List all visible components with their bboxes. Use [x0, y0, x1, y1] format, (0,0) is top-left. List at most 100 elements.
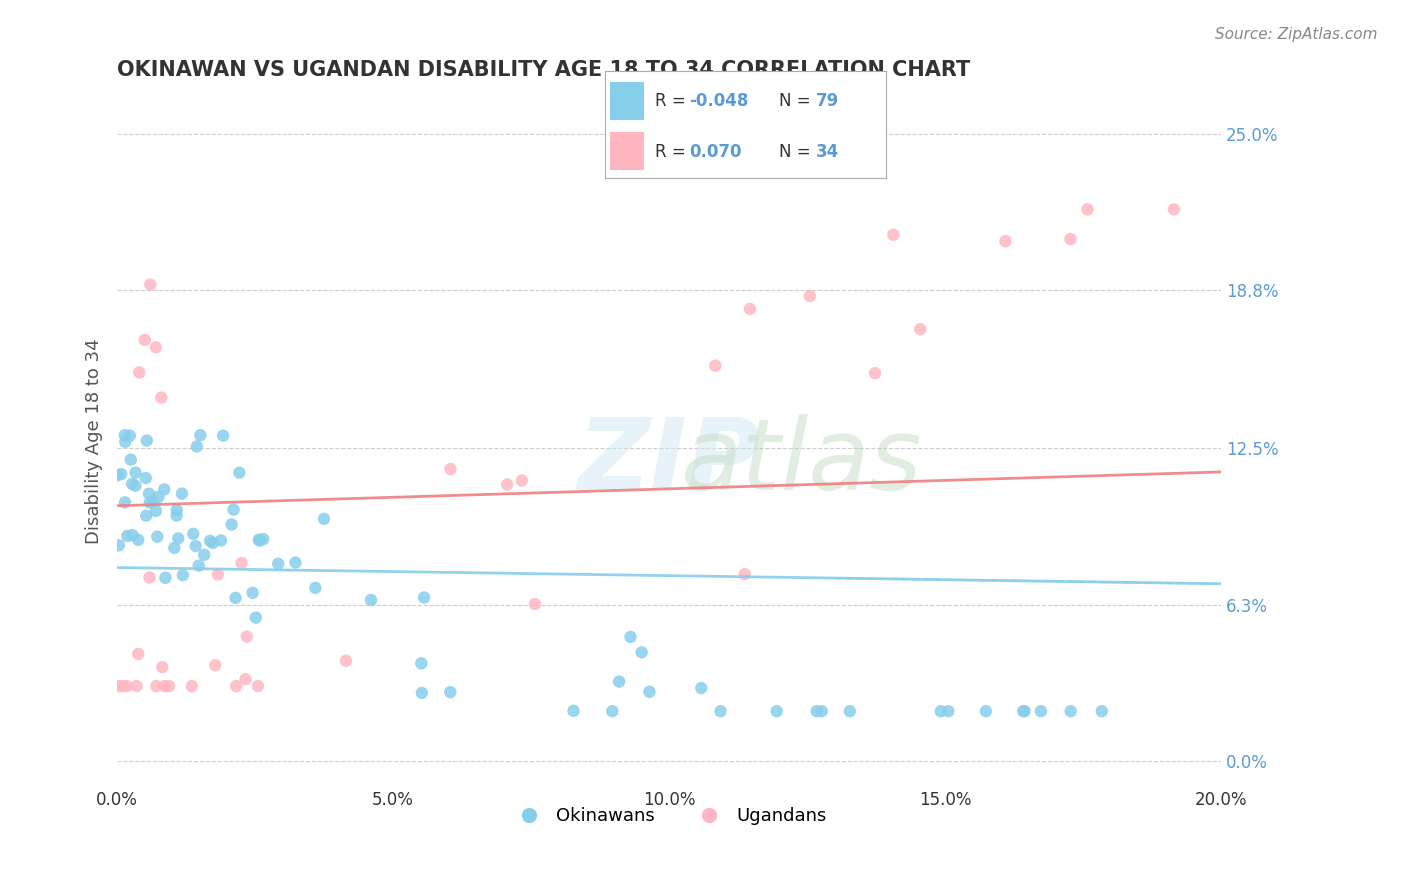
Point [619, 630, 641, 644]
Point [127, 533, 149, 547]
Point [799, 289, 821, 303]
Text: 79: 79 [815, 93, 839, 111]
Point [187, 558, 209, 573]
Point [167, 532, 190, 546]
Point [172, 568, 194, 582]
Point [284, 556, 307, 570]
Point [810, 704, 832, 718]
Point [188, 428, 211, 442]
Point [121, 476, 143, 491]
Point [181, 526, 204, 541]
Point [145, 340, 167, 354]
Point [135, 434, 157, 448]
Point [247, 533, 270, 547]
Legend: Okinawans, Ugandans: Okinawans, Ugandans [505, 800, 834, 832]
Point [108, 538, 131, 552]
Text: OKINAWAN VS UGANDAN DISABILITY AGE 18 TO 34 CORRELATION CHART: OKINAWAN VS UGANDAN DISABILITY AGE 18 TO… [117, 60, 970, 79]
Point [166, 508, 188, 523]
Point [107, 679, 129, 693]
Point [184, 539, 207, 553]
Text: ZIP: ZIP [578, 414, 761, 510]
Point [236, 630, 259, 644]
Point [212, 428, 235, 442]
Point [738, 301, 761, 316]
Point [1012, 704, 1035, 718]
Point [838, 704, 860, 718]
Point [806, 704, 828, 718]
Text: 34: 34 [815, 143, 839, 161]
Point [225, 679, 247, 693]
Point [207, 567, 229, 582]
Point [134, 333, 156, 347]
Point [863, 366, 886, 380]
Point [242, 586, 264, 600]
Point [1014, 704, 1036, 718]
Point [1091, 704, 1114, 718]
Text: N =: N = [779, 93, 815, 111]
Point [562, 704, 585, 718]
Point [249, 533, 271, 548]
Point [704, 359, 727, 373]
Point [1059, 704, 1081, 718]
Point [225, 591, 247, 605]
Point [127, 647, 149, 661]
Point [112, 679, 135, 693]
Text: -0.048: -0.048 [689, 93, 748, 111]
Point [148, 490, 170, 504]
Point [252, 532, 274, 546]
Text: R =: R = [655, 143, 696, 161]
Bar [610, 82, 644, 120]
Y-axis label: Disability Age 18 to 34: Disability Age 18 to 34 [86, 339, 103, 544]
Point [198, 533, 221, 548]
Point [221, 517, 243, 532]
Point [245, 610, 267, 624]
Point [201, 536, 224, 550]
Point [607, 674, 630, 689]
Point [135, 471, 157, 485]
Point [142, 494, 165, 508]
Point [638, 685, 661, 699]
Point [411, 657, 433, 671]
Point [120, 452, 142, 467]
Point [938, 704, 960, 718]
Point [118, 428, 141, 442]
Point [335, 654, 357, 668]
Point [193, 548, 215, 562]
Point [235, 672, 257, 686]
Point [204, 658, 226, 673]
Point [157, 679, 180, 693]
Point [114, 428, 136, 442]
Point [153, 679, 176, 693]
Point [153, 483, 176, 497]
Point [1029, 704, 1052, 718]
Point [411, 686, 433, 700]
Point [439, 685, 461, 699]
Point [994, 234, 1017, 248]
Point [413, 591, 436, 605]
Point [115, 679, 138, 693]
Point [228, 466, 250, 480]
Point [974, 704, 997, 718]
Point [128, 366, 150, 380]
Point [510, 474, 533, 488]
Point [146, 530, 169, 544]
Point [1059, 232, 1081, 246]
Point [115, 529, 138, 543]
Point [267, 557, 290, 571]
Point [166, 503, 188, 517]
Point [734, 567, 756, 582]
Point [163, 541, 186, 555]
Point [124, 479, 146, 493]
Point [690, 681, 713, 695]
Point [150, 391, 173, 405]
Point [709, 704, 731, 718]
Point [114, 495, 136, 509]
Point [124, 466, 146, 480]
Point [929, 704, 952, 718]
Point [439, 462, 461, 476]
Point [180, 679, 202, 693]
Point [1076, 202, 1098, 217]
Point [765, 704, 787, 718]
Point [135, 508, 157, 523]
Point [138, 486, 160, 500]
